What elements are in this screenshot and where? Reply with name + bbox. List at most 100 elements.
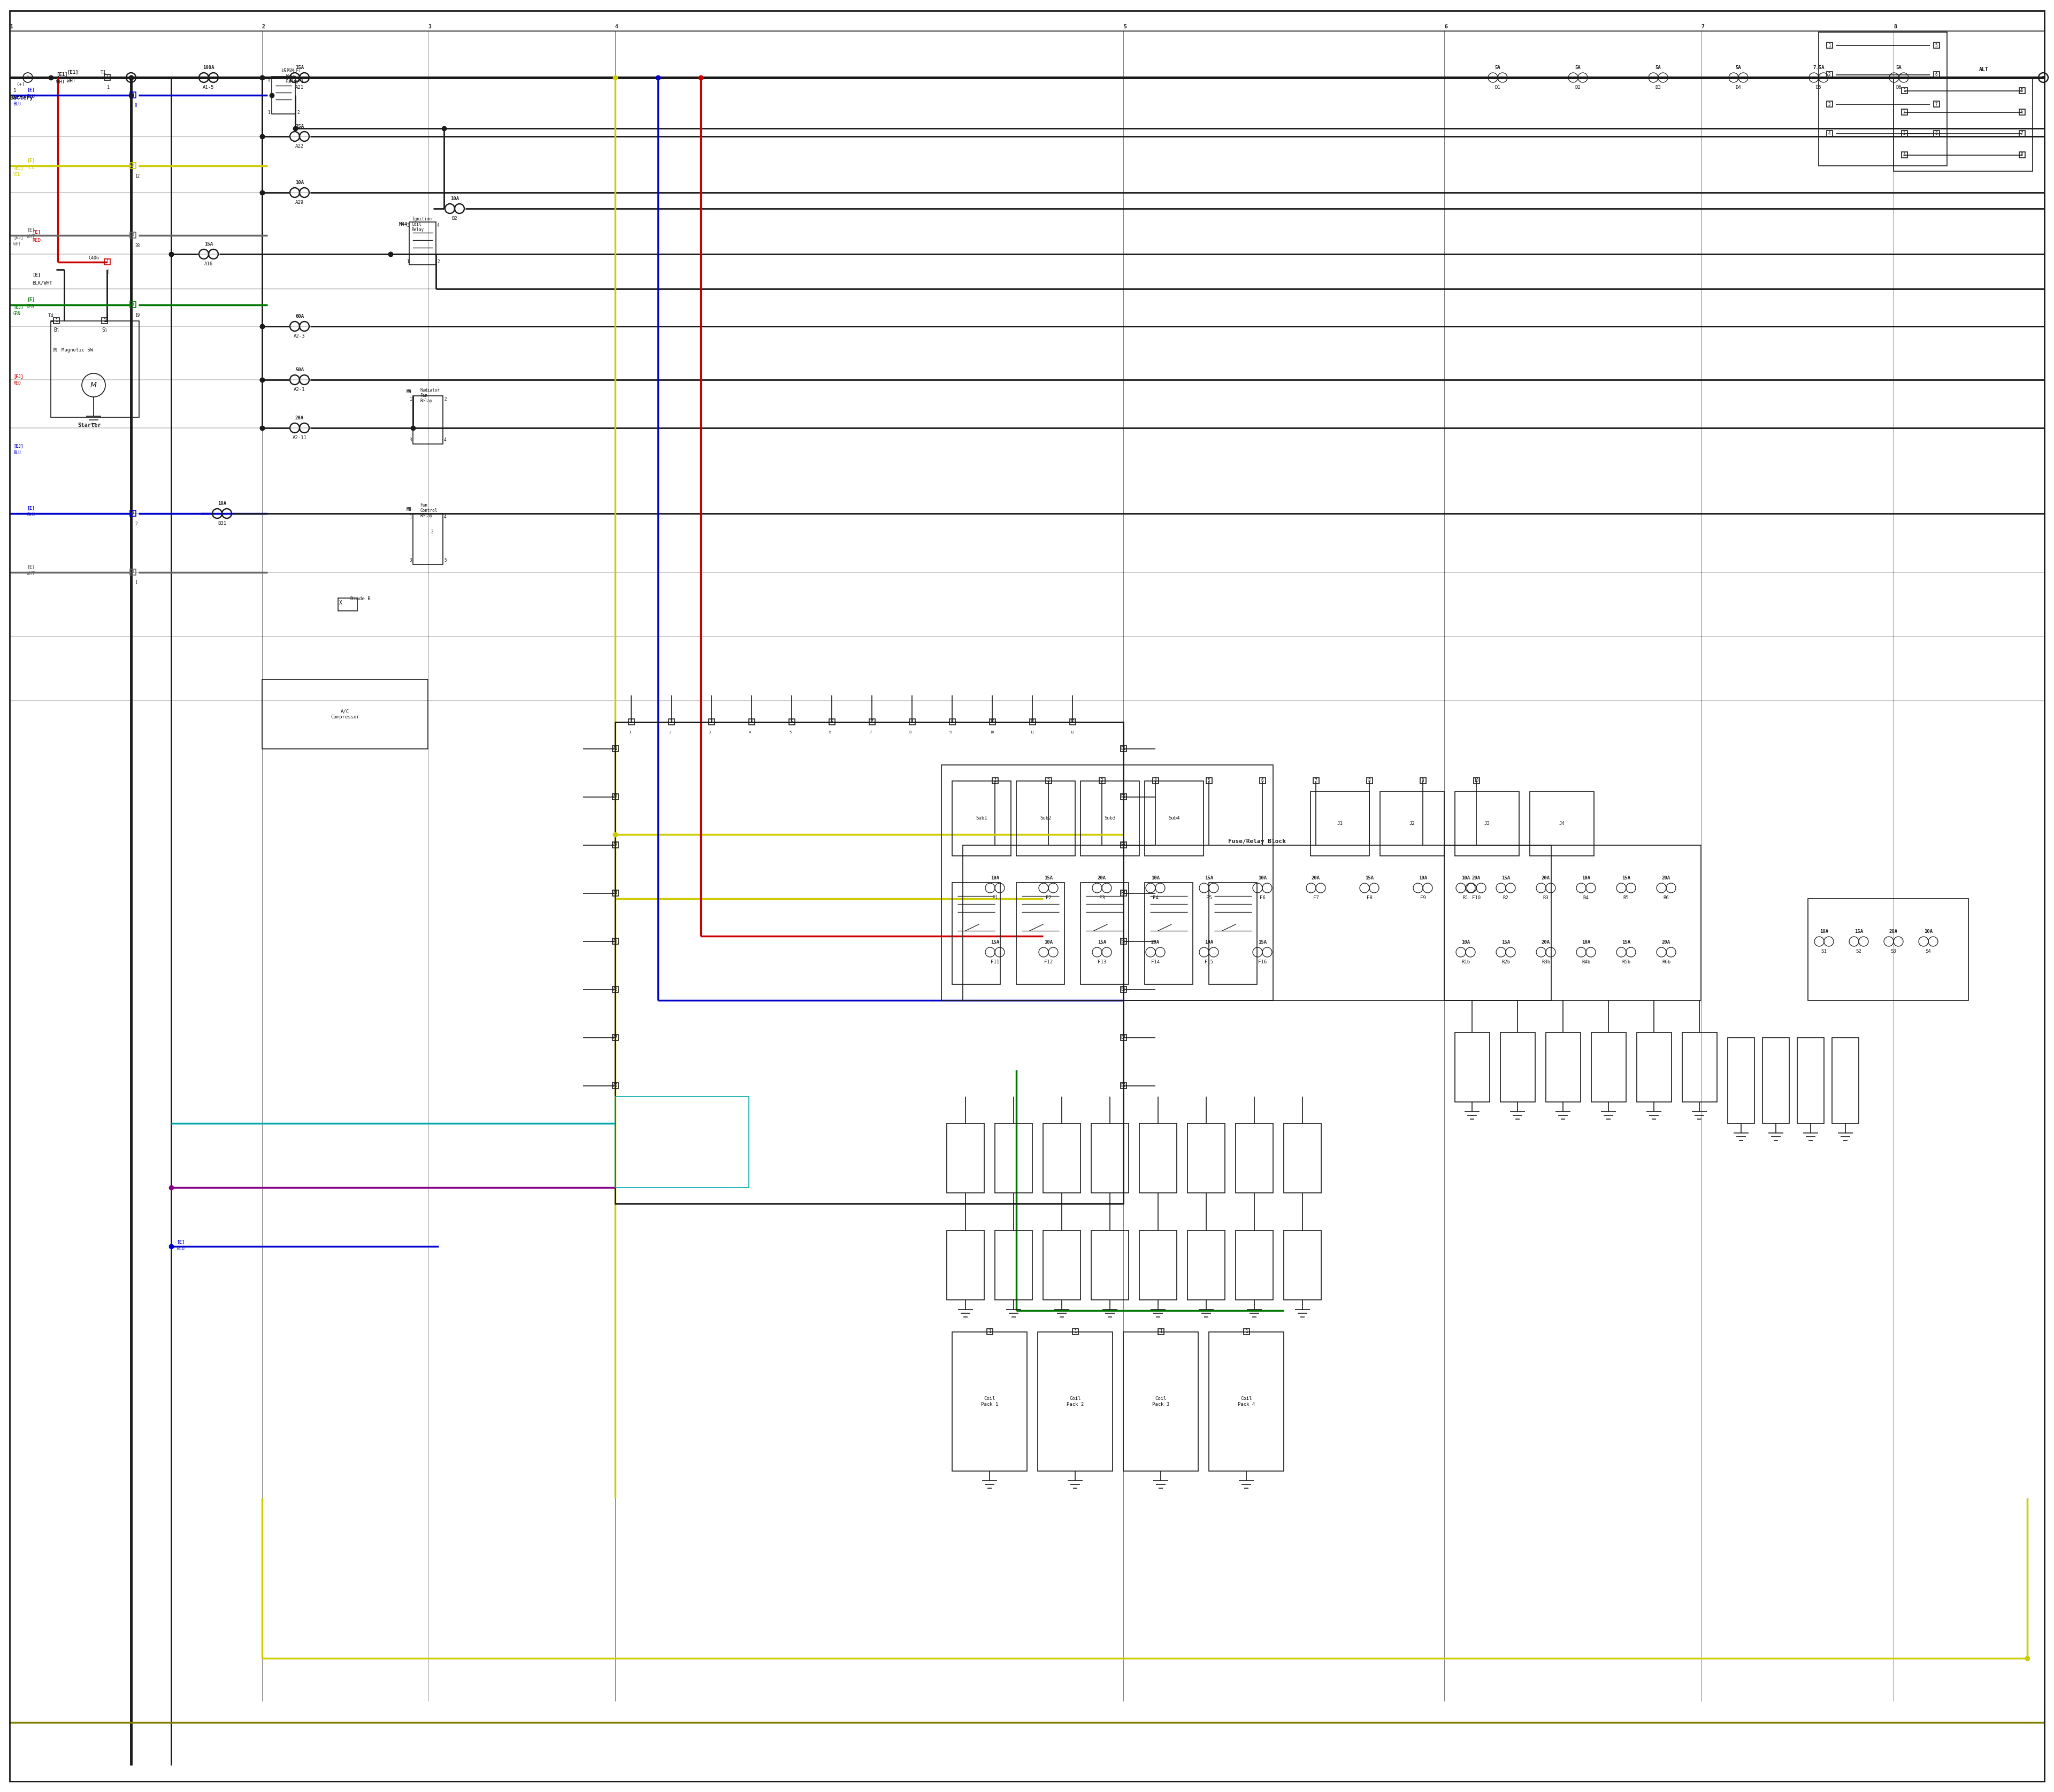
Text: 10A: 10A: [1820, 930, 1828, 934]
Text: Sub2: Sub2: [1039, 815, 1052, 821]
Text: 2: 2: [1828, 72, 1830, 77]
Text: 4: 4: [1902, 152, 1906, 158]
Text: C406: C406: [88, 256, 99, 260]
Text: J4: J4: [1559, 821, 1565, 826]
Text: 4: 4: [438, 222, 440, 228]
Text: [E]: [E]: [33, 229, 41, 235]
Text: 50A: 50A: [296, 367, 304, 373]
Text: 9: 9: [1421, 778, 1423, 783]
Text: 1: 1: [136, 581, 138, 586]
Bar: [992, 778, 998, 783]
Bar: [949, 719, 955, 724]
Text: 19: 19: [136, 314, 140, 317]
Text: [EJ]: [EJ]: [14, 235, 23, 240]
Bar: [413, 396, 444, 444]
Bar: [1894, 77, 2033, 172]
Text: 12: 12: [136, 174, 140, 179]
Text: Fan: Fan: [419, 504, 427, 507]
Text: 5: 5: [1124, 23, 1126, 29]
Text: 1: 1: [107, 269, 109, 274]
Text: 2: 2: [444, 396, 446, 401]
Text: F14: F14: [1150, 961, 1161, 964]
Bar: [614, 722, 1124, 1204]
Text: 100A: 100A: [203, 65, 214, 70]
Text: A21: A21: [296, 84, 304, 90]
Bar: [1530, 792, 1594, 857]
Bar: [53, 317, 60, 324]
Text: R1b: R1b: [1460, 961, 1471, 964]
Text: R3: R3: [1543, 896, 1549, 900]
Text: 15A: 15A: [1501, 876, 1510, 880]
Text: A5: A5: [612, 939, 618, 944]
Bar: [670, 719, 674, 724]
Bar: [612, 939, 618, 944]
Bar: [709, 719, 715, 724]
Text: 5: 5: [1208, 778, 1210, 783]
Bar: [129, 511, 136, 516]
Text: +: +: [25, 73, 31, 81]
Text: 1: 1: [409, 396, 413, 401]
Bar: [1313, 778, 1319, 783]
Bar: [789, 719, 795, 724]
Bar: [1121, 1082, 1126, 1088]
Text: D: D: [131, 570, 134, 575]
Text: F7: F7: [1313, 896, 1319, 900]
Text: D: D: [131, 511, 134, 516]
Text: 10A: 10A: [1043, 939, 1054, 944]
Text: RED: RED: [14, 382, 21, 385]
Bar: [941, 765, 1273, 1000]
Text: 2: 2: [298, 109, 300, 115]
Text: 10: 10: [990, 731, 994, 735]
Text: B7: B7: [1121, 1036, 1126, 1039]
Text: 8: 8: [2021, 152, 2023, 158]
Text: D2: D2: [1575, 84, 1582, 90]
Bar: [1902, 152, 1908, 158]
Text: A/C
Compressor: A/C Compressor: [331, 710, 359, 719]
Text: M44: M44: [398, 222, 407, 228]
Bar: [129, 163, 136, 168]
Text: WHT: WHT: [27, 235, 35, 238]
Text: 3: 3: [427, 23, 431, 29]
Text: R4b: R4b: [1582, 961, 1590, 964]
Text: 15A: 15A: [1257, 939, 1267, 944]
Text: 5: 5: [791, 720, 793, 724]
Text: R2b: R2b: [1501, 961, 1510, 964]
Text: WHT: WHT: [55, 79, 66, 84]
Bar: [990, 719, 996, 724]
Bar: [629, 719, 635, 724]
Text: Relay: Relay: [413, 228, 425, 233]
Text: 1: 1: [105, 260, 109, 265]
Text: 3: 3: [409, 557, 413, 563]
Text: 15A: 15A: [1623, 876, 1631, 880]
Text: 8: 8: [910, 720, 914, 724]
Text: 12: 12: [1070, 720, 1074, 724]
Text: BLK/WHT: BLK/WHT: [33, 281, 51, 285]
Bar: [1187, 1124, 1224, 1193]
Text: WHT: WHT: [68, 79, 76, 84]
Text: R3b: R3b: [1543, 961, 1551, 964]
Text: F4: F4: [1152, 896, 1158, 900]
Bar: [1547, 1032, 1582, 1102]
Text: 15A: 15A: [1097, 939, 1107, 944]
Text: [EJ]: [EJ]: [14, 375, 23, 380]
Text: 5A: 5A: [1736, 65, 1742, 70]
Text: 20A: 20A: [1662, 876, 1670, 880]
Text: 5A: 5A: [1495, 65, 1501, 70]
Bar: [2019, 109, 2025, 115]
Bar: [1121, 794, 1126, 799]
Text: 6: 6: [2021, 109, 2023, 115]
Circle shape: [2042, 75, 2046, 79]
Text: 10A: 10A: [1582, 876, 1590, 880]
Text: 1: 1: [1828, 43, 1830, 48]
Text: 4: 4: [614, 23, 618, 29]
Bar: [271, 77, 296, 115]
Text: [E]: [E]: [27, 564, 35, 570]
Text: 8: 8: [1935, 131, 1937, 136]
Text: 10: 10: [1475, 778, 1479, 783]
Bar: [1072, 1328, 1078, 1335]
Text: 4: 4: [444, 437, 446, 443]
Text: T4: T4: [47, 314, 53, 319]
Text: S4: S4: [1925, 950, 1931, 953]
Text: 3: 3: [1101, 778, 1103, 783]
Text: A2-11: A2-11: [292, 435, 306, 441]
